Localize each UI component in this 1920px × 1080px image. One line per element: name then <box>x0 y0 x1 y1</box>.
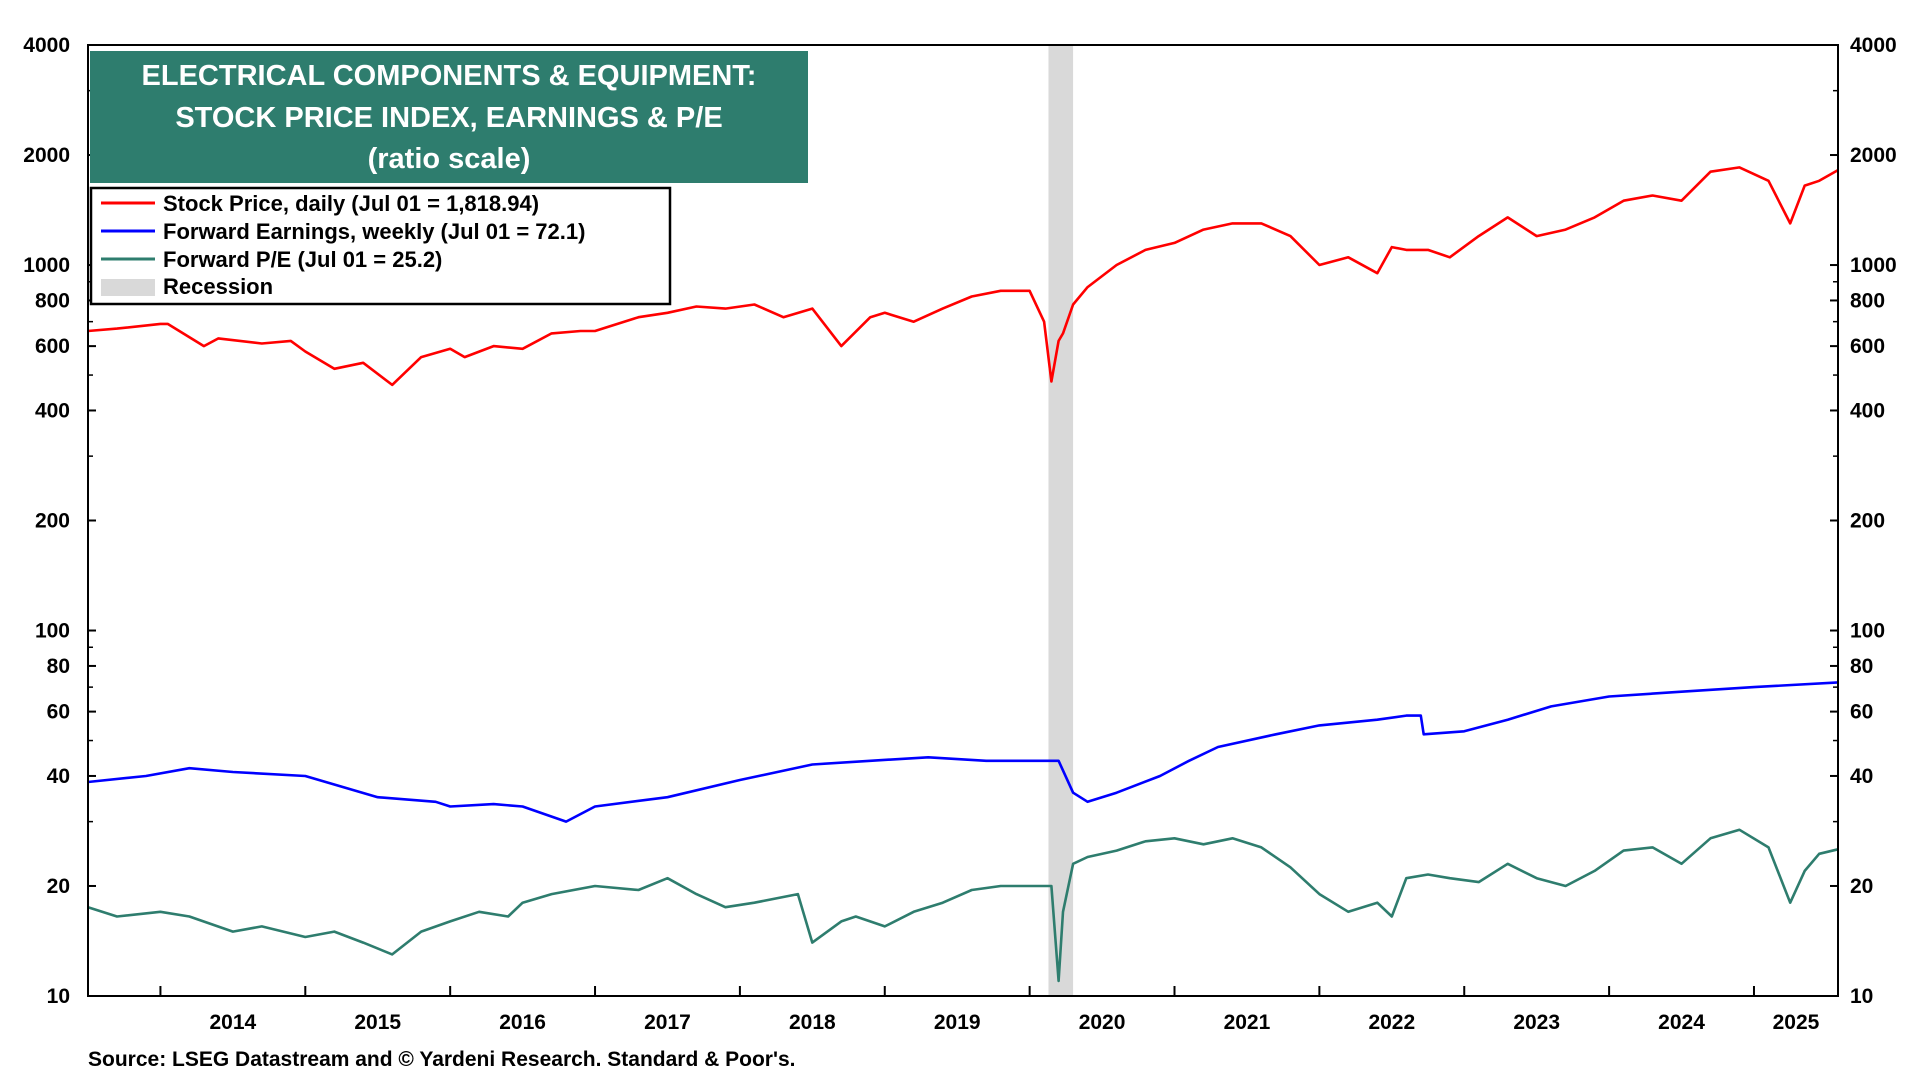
y-axis-right: 10 20 40 60 80 100 200 400 600 800 1000 2000 4000 <box>1830 34 1897 1008</box>
y-tick-label-right: 10 <box>1850 985 1873 1008</box>
x-tick-label-2017: 2017 <box>644 1011 691 1034</box>
y-tick-label-right: 100 <box>1850 620 1885 643</box>
legend-label-earnings: Forward Earnings, weekly (Jul 01 = 72.1) <box>163 219 585 244</box>
y-tick-label-left: 20 <box>47 875 70 898</box>
forward-pe-line <box>87 828 1839 983</box>
y-tick-label-left: 2000 <box>23 144 70 167</box>
legend-label-price: Stock Price, daily (Jul 01 = 1,818.94) <box>163 191 539 216</box>
y-tick-label-left: 200 <box>35 510 70 533</box>
x-tick-label-2022: 2022 <box>1368 1011 1415 1034</box>
y-tick-label-right: 4000 <box>1850 34 1897 57</box>
recession-band <box>1048 45 1074 996</box>
y-tick-label-left: 1000 <box>23 254 70 277</box>
x-tick-label-2019: 2019 <box>934 1011 981 1034</box>
y-tick-label-left: 60 <box>47 701 70 724</box>
x-tick-label-2018: 2018 <box>789 1011 836 1034</box>
y-tick-label-left: 80 <box>47 655 70 678</box>
x-tick-label-2021: 2021 <box>1224 1011 1271 1034</box>
y-tick-label-left: 10 <box>47 985 70 1008</box>
forward-earnings-line <box>87 681 1839 823</box>
x-tick-label-2020: 2020 <box>1079 1011 1126 1034</box>
y-tick-label-left: 800 <box>35 289 70 312</box>
y-axis-left: 10 20 40 60 80 100 200 400 600 800 1000 2000 4000 <box>23 34 96 1008</box>
y-tick-label-right: 80 <box>1850 655 1873 678</box>
legend-label-pe: Forward P/E (Jul 01 = 25.2) <box>163 247 442 272</box>
y-tick-label-left: 100 <box>35 620 70 643</box>
x-tick-label-2024: 2024 <box>1658 1011 1705 1034</box>
x-axis: 2014 2015 2016 2017 2018 2019 2020 2021 2022 2023… <box>159 986 1820 1034</box>
y-tick-label-left: 400 <box>35 399 70 422</box>
y-tick-label-right: 60 <box>1850 701 1873 724</box>
x-tick-label-2014: 2014 <box>210 1011 257 1034</box>
x-tick-label-2016: 2016 <box>499 1011 546 1034</box>
y-tick-label-right: 2000 <box>1850 144 1897 167</box>
y-tick-label-left: 40 <box>47 765 70 788</box>
source-note: Source: LSEG Datastream and © Yardeni Re… <box>88 1048 795 1071</box>
y-tick-label-right: 200 <box>1850 510 1885 533</box>
chart-title-background <box>90 51 808 183</box>
chart-title-box: ELECTRICAL COMPONENTS & EQUIPMENT: STOCK… <box>90 51 808 183</box>
legend-swatch-recession <box>101 279 155 296</box>
y-tick-label-right: 400 <box>1850 399 1885 422</box>
x-tick-label-2015: 2015 <box>354 1011 401 1034</box>
y-tick-label-left: 4000 <box>23 34 70 57</box>
legend-label-recession: Recession <box>163 274 273 299</box>
legend: Stock Price, daily (Jul 01 = 1,818.94) F… <box>89 186 672 306</box>
y-tick-label-right: 20 <box>1850 875 1873 898</box>
legend-frame <box>89 186 672 306</box>
y-tick-label-right: 600 <box>1850 335 1885 358</box>
chart-title-line-2: STOCK PRICE INDEX, EARNINGS & P/E <box>175 102 722 134</box>
series-layer <box>87 166 1839 983</box>
chart-title-line-1: ELECTRICAL COMPONENTS & EQUIPMENT: <box>142 60 757 92</box>
y-tick-label-right: 800 <box>1850 289 1885 312</box>
y-tick-label-left: 600 <box>35 335 70 358</box>
y-tick-label-right: 1000 <box>1850 254 1897 277</box>
x-tick-label-2025: 2025 <box>1773 1011 1820 1034</box>
x-tick-label-2023: 2023 <box>1513 1011 1560 1034</box>
stock-price-line <box>87 166 1839 387</box>
y-tick-label-right: 40 <box>1850 765 1873 788</box>
chart-title-line-3: (ratio scale) <box>368 143 531 175</box>
